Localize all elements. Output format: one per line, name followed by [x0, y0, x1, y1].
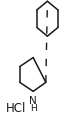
Text: H: H: [30, 103, 37, 112]
Text: HCl: HCl: [6, 101, 26, 114]
Text: N: N: [29, 95, 37, 105]
